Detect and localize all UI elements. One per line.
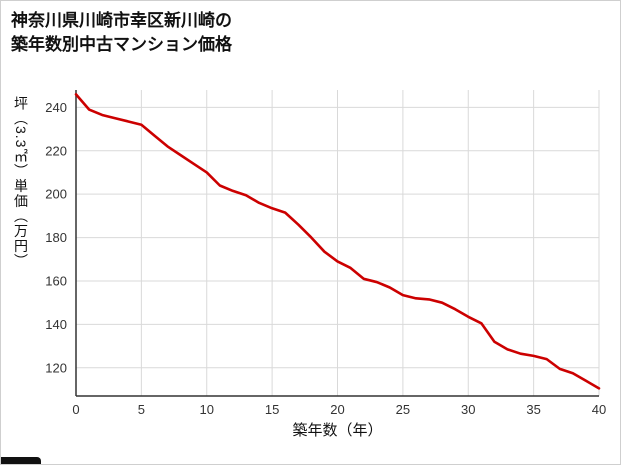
price-line: [74, 93, 601, 390]
corner-mark: [1, 457, 41, 464]
x-axis-label: 築年数（年）: [292, 422, 383, 439]
y-tick-label: 200: [45, 187, 67, 202]
y-tick-label: 220: [45, 143, 67, 158]
x-tick-label: 35: [526, 402, 540, 417]
y-tick-label: 160: [45, 273, 67, 288]
y-tick-label: 180: [45, 230, 67, 245]
x-tick-label: 25: [396, 402, 410, 417]
y-axis-label: 坪（3.3㎡）単価（万円）: [13, 96, 29, 269]
x-tick-label: 40: [592, 402, 606, 417]
y-tick-label: 140: [45, 317, 67, 332]
page-title: 神奈川県川崎市幸区新川崎の 築年数別中古マンション価格: [11, 9, 232, 57]
x-tick-label: 10: [200, 402, 214, 417]
y-tick-label: 240: [45, 100, 67, 115]
x-tick-label: 15: [265, 402, 279, 417]
title-line-2: 築年数別中古マンション価格: [11, 35, 232, 54]
x-tick-label: 30: [461, 402, 475, 417]
x-tick-label: 5: [138, 402, 145, 417]
title-line-1: 神奈川県川崎市幸区新川崎の: [11, 11, 232, 30]
y-tick-label: 120: [45, 360, 67, 375]
x-tick-label: 20: [330, 402, 344, 417]
x-tick-label: 0: [72, 402, 79, 417]
